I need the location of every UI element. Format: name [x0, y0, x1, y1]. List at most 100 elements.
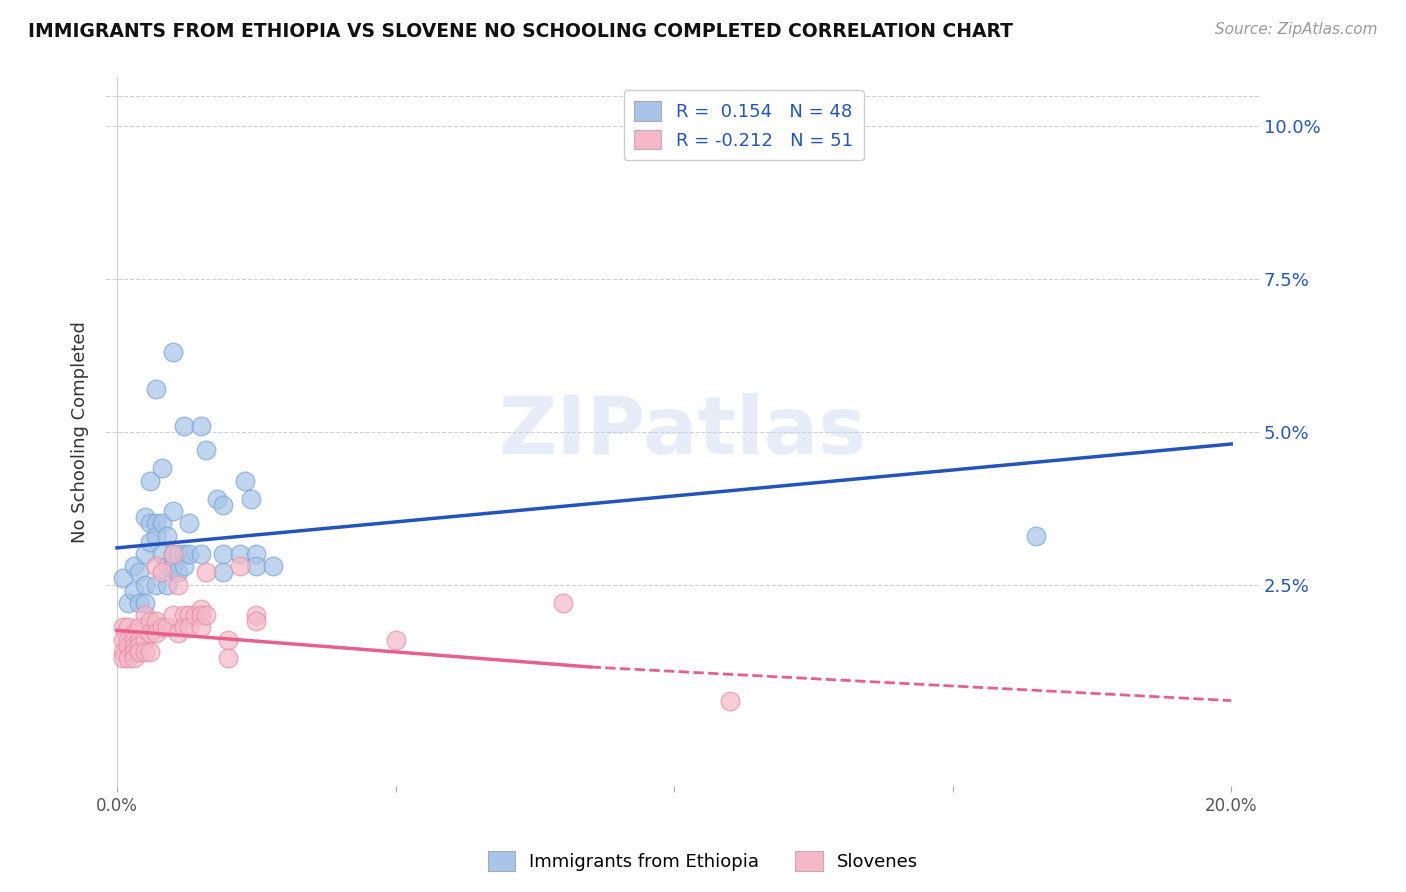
Point	[134, 608, 156, 623]
Point	[217, 632, 239, 647]
Point	[167, 626, 190, 640]
Point	[162, 547, 184, 561]
Point	[150, 566, 173, 580]
Point	[156, 529, 179, 543]
Point	[134, 547, 156, 561]
Point	[195, 608, 218, 623]
Point	[117, 632, 139, 647]
Point	[217, 650, 239, 665]
Point	[111, 620, 134, 634]
Point	[139, 474, 162, 488]
Point	[134, 632, 156, 647]
Point	[150, 516, 173, 531]
Point	[195, 443, 218, 458]
Point	[150, 547, 173, 561]
Point	[551, 596, 574, 610]
Point	[122, 639, 145, 653]
Point	[122, 650, 145, 665]
Point	[228, 559, 250, 574]
Point	[122, 626, 145, 640]
Point	[117, 596, 139, 610]
Point	[134, 510, 156, 524]
Point	[228, 547, 250, 561]
Legend: Immigrants from Ethiopia, Slovenes: Immigrants from Ethiopia, Slovenes	[481, 844, 925, 879]
Point	[245, 559, 267, 574]
Point	[139, 534, 162, 549]
Point	[134, 577, 156, 591]
Point	[190, 418, 212, 433]
Point	[162, 547, 184, 561]
Point	[167, 577, 190, 591]
Point	[1025, 529, 1047, 543]
Point	[150, 620, 173, 634]
Point	[145, 626, 167, 640]
Point	[718, 693, 741, 707]
Point	[173, 620, 195, 634]
Point	[173, 418, 195, 433]
Point	[122, 645, 145, 659]
Point	[162, 504, 184, 518]
Point	[179, 608, 201, 623]
Point	[179, 620, 201, 634]
Point	[139, 626, 162, 640]
Y-axis label: No Schooling Completed: No Schooling Completed	[72, 321, 89, 542]
Legend: R =  0.154   N = 48, R = -0.212   N = 51: R = 0.154 N = 48, R = -0.212 N = 51	[623, 90, 863, 161]
Point	[212, 498, 235, 512]
Point	[122, 632, 145, 647]
Point	[167, 566, 190, 580]
Point	[239, 491, 262, 506]
Point	[122, 583, 145, 598]
Text: IMMIGRANTS FROM ETHIOPIA VS SLOVENE NO SCHOOLING COMPLETED CORRELATION CHART: IMMIGRANTS FROM ETHIOPIA VS SLOVENE NO S…	[28, 22, 1014, 41]
Point	[233, 474, 256, 488]
Point	[173, 547, 195, 561]
Point	[111, 650, 134, 665]
Point	[156, 577, 179, 591]
Point	[162, 345, 184, 359]
Point	[245, 547, 267, 561]
Point	[145, 559, 167, 574]
Point	[128, 620, 150, 634]
Point	[179, 516, 201, 531]
Point	[145, 614, 167, 628]
Point	[190, 608, 212, 623]
Point	[156, 620, 179, 634]
Point	[117, 639, 139, 653]
Point	[179, 547, 201, 561]
Point	[117, 650, 139, 665]
Point	[173, 559, 195, 574]
Point	[111, 645, 134, 659]
Point	[245, 608, 267, 623]
Point	[190, 602, 212, 616]
Point	[167, 547, 190, 561]
Point	[145, 577, 167, 591]
Point	[117, 620, 139, 634]
Point	[134, 645, 156, 659]
Point	[212, 566, 235, 580]
Point	[207, 491, 229, 506]
Point	[145, 382, 167, 396]
Point	[145, 529, 167, 543]
Point	[162, 559, 184, 574]
Point	[262, 559, 284, 574]
Point	[128, 639, 150, 653]
Text: ZIPatlas: ZIPatlas	[498, 392, 866, 471]
Point	[156, 559, 179, 574]
Point	[128, 632, 150, 647]
Point	[128, 596, 150, 610]
Text: Source: ZipAtlas.com: Source: ZipAtlas.com	[1215, 22, 1378, 37]
Point	[139, 516, 162, 531]
Point	[122, 559, 145, 574]
Point	[128, 645, 150, 659]
Point	[111, 571, 134, 585]
Point	[212, 547, 235, 561]
Point	[139, 614, 162, 628]
Point	[134, 596, 156, 610]
Point	[173, 608, 195, 623]
Point	[145, 516, 167, 531]
Point	[111, 632, 134, 647]
Point	[128, 566, 150, 580]
Point	[384, 632, 406, 647]
Point	[150, 461, 173, 475]
Point	[162, 608, 184, 623]
Point	[139, 645, 162, 659]
